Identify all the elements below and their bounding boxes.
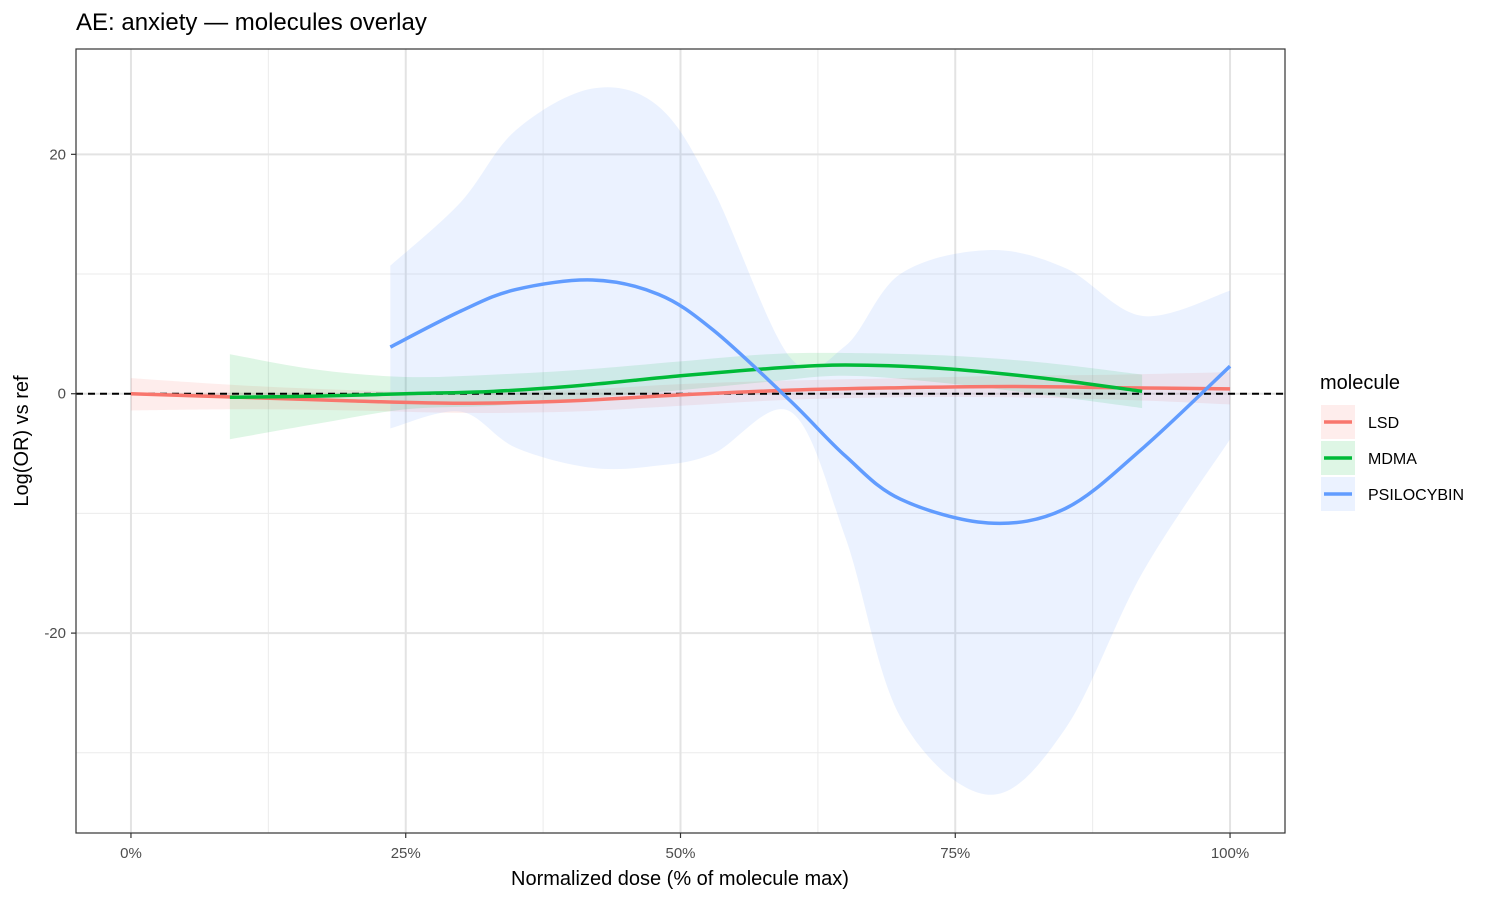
y-axis: -20 0 20 (44, 146, 76, 642)
x-tick-label: 50% (665, 845, 695, 862)
y-axis-title: Log(OR) vs ref (11, 375, 33, 507)
plot-panel (75, 48, 1286, 834)
legend-label-mdma: MDMA (1368, 451, 1417, 468)
y-tick-label: 0 (58, 386, 66, 403)
legend-title: molecule (1320, 372, 1400, 394)
y-tick-label: 20 (49, 146, 66, 163)
x-axis-title: Normalized dose (% of molecule max) (511, 868, 849, 890)
line-mdma (229, 363, 1143, 400)
chart-title: AE: anxiety — molecules overlay (76, 9, 427, 36)
legend-label-lsd: LSD (1368, 415, 1399, 432)
line-lsd (130, 384, 1231, 406)
y-tick-label: -20 (44, 625, 66, 642)
series-lines (130, 278, 1232, 526)
x-tick-label: 75% (940, 845, 970, 862)
line-psilocybin (389, 278, 1232, 526)
x-tick-label: 25% (391, 845, 421, 862)
legend-label-psilocybin: PSILOCYBIN (1368, 487, 1464, 504)
ribbon-mdma (229, 352, 1143, 440)
x-tick-label: 0% (120, 845, 142, 862)
x-tick-label: 100% (1211, 845, 1249, 862)
x-axis: 0% 25% 50% 75% 100% (120, 833, 1249, 862)
ribbon-psilocybin (390, 87, 1231, 795)
legend: molecule LSD MDMA PSILOCYBIN (1320, 372, 1464, 511)
